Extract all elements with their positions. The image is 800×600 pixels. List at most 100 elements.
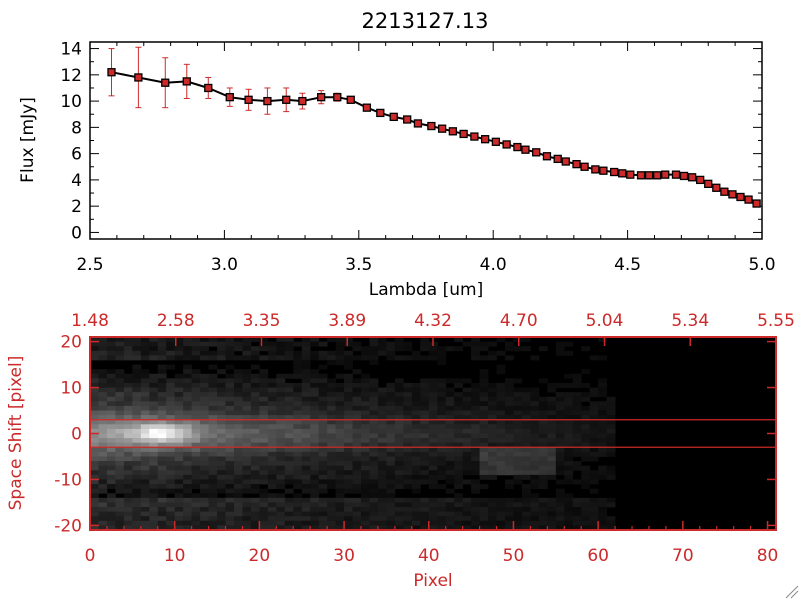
image-cell <box>200 424 209 430</box>
image-cell <box>267 461 277 467</box>
image-cell <box>479 419 489 425</box>
image-cell <box>183 525 193 531</box>
image-cell <box>293 516 303 522</box>
image-cell <box>106 387 116 393</box>
image-cell <box>462 470 472 476</box>
data-point <box>182 77 191 86</box>
image-cell <box>293 447 303 453</box>
image-cell <box>606 419 616 425</box>
image-cell <box>225 378 235 384</box>
image-cell <box>90 378 99 384</box>
image-cell <box>157 502 167 508</box>
image-cell <box>233 373 243 379</box>
image-cell <box>479 525 489 531</box>
image-cell <box>301 438 311 444</box>
image-cell <box>191 410 201 416</box>
image-cell <box>564 433 574 439</box>
image-cell <box>504 378 514 384</box>
image-cell <box>555 392 565 398</box>
image-cell <box>555 470 565 476</box>
image-cell <box>123 350 133 356</box>
image-cell <box>377 493 387 499</box>
image-cell <box>377 415 387 421</box>
image-cell <box>318 484 328 490</box>
image-cell <box>157 451 167 457</box>
image-cell <box>132 451 142 457</box>
image-cell <box>267 474 277 480</box>
image-cell <box>335 488 345 494</box>
image-cell <box>564 502 574 508</box>
image-cell <box>123 488 133 494</box>
image-cell <box>521 428 531 434</box>
image-cell <box>454 415 464 421</box>
image-cell <box>284 410 294 416</box>
image-cell <box>352 451 362 457</box>
image-cell <box>242 415 252 421</box>
image-cell <box>403 392 413 398</box>
image-cell <box>589 415 599 421</box>
image-cell <box>411 456 421 462</box>
image-cell <box>488 350 497 356</box>
image-cell <box>149 456 159 462</box>
image-cell <box>344 341 353 347</box>
image-cell <box>225 392 235 398</box>
image-cell <box>301 442 311 448</box>
image-cell <box>132 442 142 448</box>
image-cell <box>132 484 142 490</box>
image-cell <box>369 520 379 526</box>
image-cell <box>98 341 108 347</box>
image-cell <box>301 346 311 352</box>
image-cell <box>90 502 99 508</box>
image-cell <box>157 419 167 425</box>
image-cell <box>530 525 540 531</box>
image-cell <box>318 364 328 370</box>
image-cell <box>293 415 303 421</box>
image-cell <box>217 346 226 352</box>
image-cell <box>581 456 591 462</box>
image-cell <box>538 497 548 503</box>
image-cell <box>293 405 303 411</box>
image-cell <box>157 442 167 448</box>
image-cell <box>344 410 353 416</box>
image-cell <box>530 484 540 490</box>
image-cell <box>471 488 480 494</box>
data-point <box>542 152 552 161</box>
image-cell <box>157 346 167 352</box>
image-cell <box>394 502 404 508</box>
image-cell <box>352 405 362 411</box>
image-cell <box>598 415 608 421</box>
image-cell <box>200 497 209 503</box>
image-cell <box>504 461 514 467</box>
image-cell <box>428 378 438 384</box>
image-cell <box>394 447 404 453</box>
image-cell <box>140 438 150 444</box>
image-cell <box>589 401 599 407</box>
image-cell <box>521 461 531 467</box>
image-cell <box>437 447 447 453</box>
image-cell <box>217 392 226 398</box>
image-cell <box>217 516 226 522</box>
image-cell <box>140 479 150 485</box>
image-cell <box>420 442 430 448</box>
image-cell <box>242 419 252 425</box>
image-cell <box>132 465 142 471</box>
image-cell <box>564 470 574 476</box>
image-cell <box>564 401 574 407</box>
image-cell <box>217 511 226 517</box>
image-cell <box>200 378 209 384</box>
image-cell <box>90 369 99 375</box>
image-cell <box>327 525 337 531</box>
image-cell <box>420 337 430 342</box>
image-cell <box>369 516 379 522</box>
image-cell <box>267 442 277 448</box>
image-cell <box>191 438 201 444</box>
image-cell <box>106 415 116 421</box>
image-cell <box>208 461 218 467</box>
image-cell <box>259 502 269 508</box>
resize-grip-icon[interactable] <box>785 585 799 599</box>
image-cell <box>200 451 209 457</box>
image-cell <box>242 520 252 526</box>
image-cell <box>496 428 506 434</box>
image-cell <box>284 497 294 503</box>
data-point <box>107 68 116 77</box>
